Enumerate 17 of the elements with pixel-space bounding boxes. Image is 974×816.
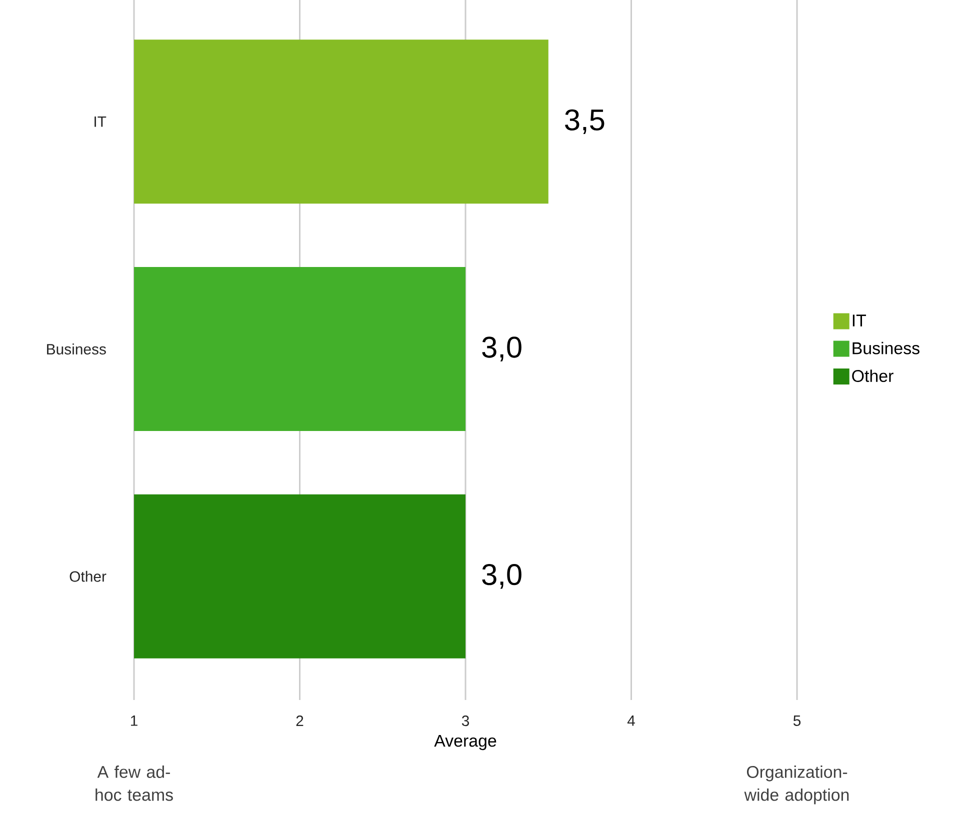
- data-label: 3,0: [482, 336, 522, 362]
- x-tick-label: 4: [627, 716, 635, 726]
- data-label: 3,5: [565, 109, 604, 134]
- x-tick-label: 3: [462, 716, 470, 726]
- text: Organization-wide adoption: [744, 766, 849, 804]
- x-tick-label: 2: [296, 716, 304, 726]
- y-tick-label: Other: [70, 570, 106, 582]
- legend-label: IT: [852, 314, 866, 326]
- text: A few ad-hoc teams: [96, 766, 173, 801]
- data-label: 3,0: [482, 564, 522, 589]
- x-axis-title: Average: [434, 734, 496, 750]
- x-tick-label: 1: [130, 716, 138, 726]
- x-tick-label: 5: [793, 716, 801, 726]
- y-tick-label: Business: [47, 344, 106, 354]
- y-tick-label: IT: [94, 116, 106, 127]
- legend-label: Other: [852, 370, 894, 382]
- legend-label: Business: [852, 342, 920, 354]
